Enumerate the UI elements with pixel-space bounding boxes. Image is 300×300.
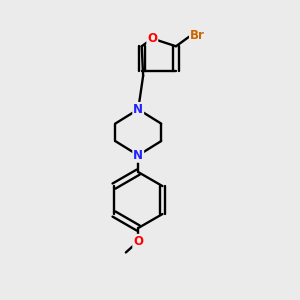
Text: O: O [133,235,143,248]
Text: N: N [133,149,143,162]
Text: O: O [147,32,157,45]
Text: Br: Br [190,29,205,42]
Text: N: N [133,103,143,116]
